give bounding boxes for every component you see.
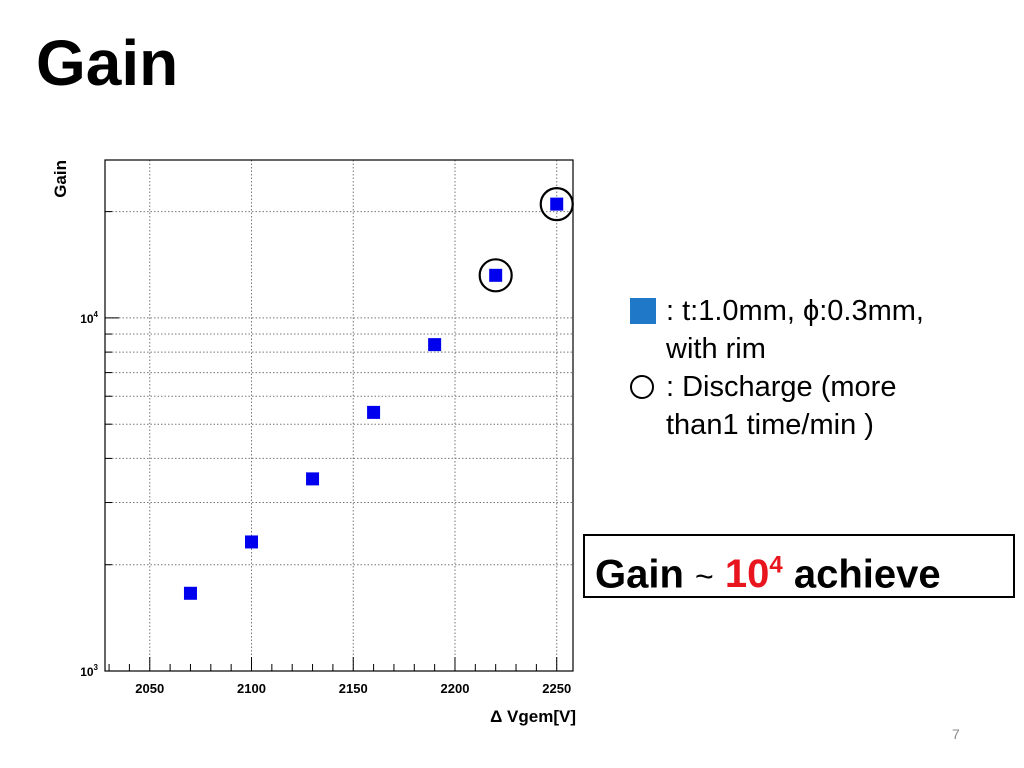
- legend-item-square: : t:1.0mm, ϕ:0.3mm, with rim: [630, 292, 990, 368]
- callout-highlight-base: 10: [724, 552, 770, 597]
- legend-item-square-line1: : t:1.0mm, ϕ:0.3mm,: [666, 295, 924, 327]
- callout-tilde: ~: [695, 558, 714, 595]
- page-number: 7: [952, 726, 960, 742]
- x-tick-label: 2250: [542, 681, 571, 696]
- plot-area: [105, 160, 573, 671]
- x-tick-label: 2050: [135, 681, 164, 696]
- x-axis-label: Δ Vgem[V]: [490, 707, 576, 726]
- y-tick-label: 104: [80, 310, 98, 326]
- plot-frame: [104, 159, 574, 672]
- callout-highlight-exponent: 4: [769, 552, 783, 579]
- callout-prefix: Gain: [595, 552, 684, 597]
- data-point: [306, 472, 320, 486]
- legend-item-circle-line2: than1 time/min ): [666, 409, 874, 441]
- discharge-circle-marker: [539, 187, 574, 222]
- data-point: [245, 535, 259, 549]
- discharge-circle-marker: [478, 258, 513, 293]
- callout-highlight: 104: [725, 552, 783, 596]
- x-tick-label: 2150: [339, 681, 368, 696]
- data-point: [489, 268, 503, 282]
- slide-title: Gain: [36, 27, 179, 99]
- x-tick-label: 2100: [237, 681, 266, 696]
- data-point: [428, 338, 442, 352]
- data-point: [550, 197, 564, 211]
- x-tick-label: 2200: [441, 681, 470, 696]
- legend-item-circle-line1: : Discharge (more: [666, 371, 897, 403]
- y-axis-label: Gain: [51, 160, 70, 198]
- data-point: [367, 405, 381, 419]
- blue-square-marker-icon: [630, 298, 656, 324]
- legend: : t:1.0mm, ϕ:0.3mm, with rim : Discharge…: [630, 292, 990, 444]
- data-point: [183, 586, 197, 600]
- legend-item-circle: : Discharge (more than1 time/min ): [630, 368, 990, 444]
- callout-suffix: achieve: [793, 552, 941, 597]
- gain-chart: 2050 2100 2150 2200 2250 103 104 Δ Vgem[V] Gain: [51, 159, 576, 726]
- gain-callout-box: Gain ~ 104 achieve: [583, 534, 1015, 598]
- y-tick-label: 103: [80, 663, 98, 679]
- legend-item-square-line2: with rim: [666, 333, 766, 365]
- open-circle-marker-icon: [630, 375, 654, 399]
